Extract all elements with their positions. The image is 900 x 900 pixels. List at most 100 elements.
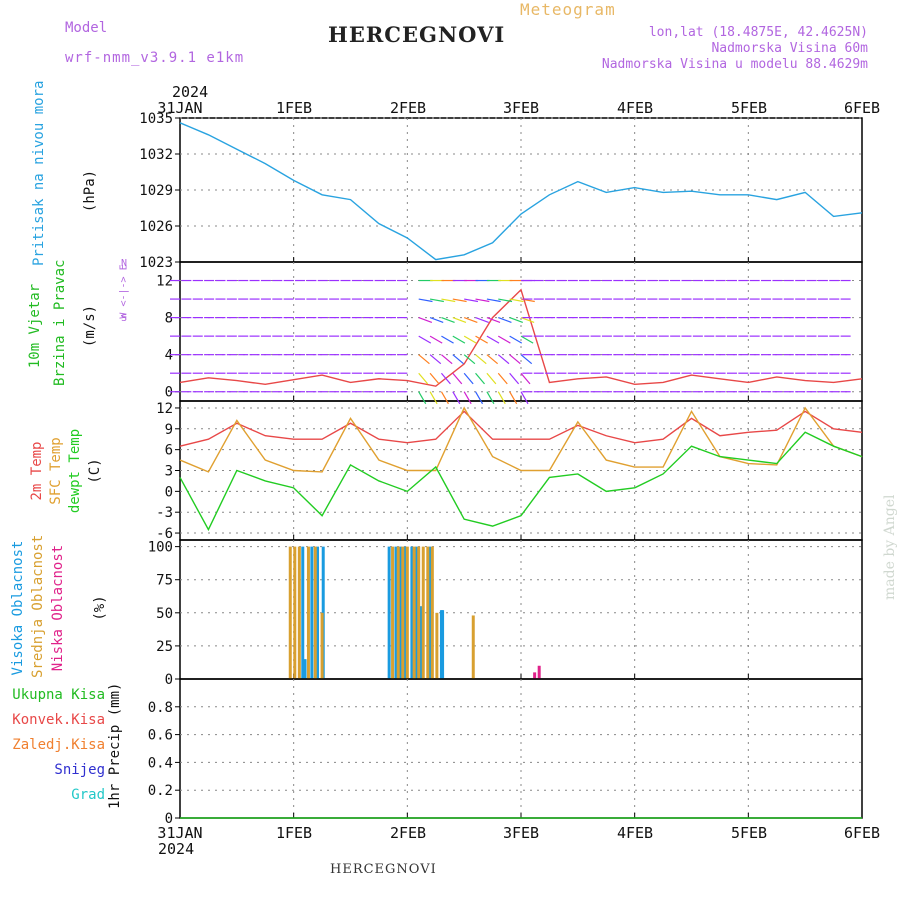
y-tick-label: 8 — [165, 311, 173, 327]
wind-arrow — [475, 354, 487, 365]
wind-arrow — [486, 354, 499, 365]
x-label-bottom: 31JAN — [157, 824, 203, 842]
niska-oblacnost-bar — [533, 672, 537, 679]
srednja-oblacnost-bar — [313, 546, 317, 679]
y-tick-label: 0.2 — [148, 783, 173, 799]
wind-arrow — [463, 317, 478, 323]
wind-compass-n: N — [120, 258, 128, 269]
y-tick-label: 1026 — [139, 219, 173, 235]
wind-arrow — [463, 391, 472, 405]
visoka-oblacnost-bar — [301, 546, 305, 679]
wind-arrow — [497, 391, 506, 405]
x-label-top: 2FEB — [389, 99, 427, 117]
y-tick-label: 12 — [156, 274, 173, 290]
wind-arrow — [498, 298, 513, 303]
wind-arrow — [509, 298, 524, 303]
wind-compass-s: S — [120, 313, 128, 324]
wind-arrow — [418, 391, 427, 405]
wind-arrow — [509, 391, 518, 405]
wind-arrow — [463, 372, 474, 385]
wind-arrow — [452, 391, 461, 405]
y-tick-label: 6 — [165, 443, 173, 459]
dewpt-temp-line — [179, 431, 863, 532]
wind-arrow — [486, 317, 501, 323]
legend-zaledj: Zaledj.Kisa — [12, 737, 105, 753]
y-tick-label: 0.4 — [148, 755, 173, 771]
x-label-bottom: 1FEB — [275, 824, 313, 842]
sfc-temp-line — [179, 406, 863, 473]
wind-arrow — [429, 298, 444, 303]
wind-arrow — [486, 372, 497, 385]
x-label-bottom: 2FEB — [389, 824, 427, 842]
y-tick-label: -6 — [156, 526, 173, 542]
y-tick-label: 4 — [165, 348, 173, 364]
cloud-frame — [179, 539, 863, 680]
x-label-bottom: 6FEB — [843, 824, 881, 842]
wind-arrow — [418, 335, 432, 344]
srednja-oblacnost-bar — [417, 546, 421, 679]
wind-arrow — [441, 354, 453, 365]
srednja-oblacnost-bar — [430, 546, 434, 679]
y-tick-label: 9 — [165, 422, 173, 438]
wind-arrow — [441, 298, 456, 303]
meteogram-label: Meteogram — [520, 0, 616, 19]
wind-arrow — [497, 335, 511, 344]
wind-arrow — [486, 298, 501, 303]
y-tick-label: 0.6 — [148, 728, 173, 744]
srednja-oblacnost-bar — [405, 546, 409, 679]
visoka-oblacnost-bar — [441, 610, 445, 679]
y-tick-label: 1035 — [139, 111, 173, 127]
wind-arrow — [509, 335, 523, 344]
visoka-oblacnost-bar — [387, 546, 391, 679]
y-tick-label: 0 — [165, 672, 173, 688]
visoka-oblacnost-bar — [419, 606, 423, 679]
srednja-oblacnost-bar — [306, 546, 310, 679]
y-tick-label: 25 — [156, 639, 173, 655]
srednja-oblacnost-bar — [412, 546, 416, 679]
srednja-oblacnost-bar — [396, 546, 400, 679]
y-tick-label: -3 — [156, 505, 173, 521]
srednja-oblacnost-bar — [288, 546, 292, 679]
wind-arrow — [418, 354, 430, 365]
wind-arrow — [418, 372, 429, 385]
wind-arrow — [463, 335, 477, 344]
niska-oblacnost-bar — [537, 665, 541, 679]
wind-arrow — [429, 335, 443, 344]
wind-arrow — [475, 372, 485, 385]
wind-arrow — [497, 372, 508, 385]
x-label-bottom: 5FEB — [730, 824, 768, 842]
year-top: 2024 — [172, 83, 209, 101]
wind-arrow — [520, 335, 534, 344]
wind-arrow — [429, 317, 444, 323]
wind-arrow — [520, 391, 529, 405]
wind-arrow — [452, 317, 467, 323]
y-tick-label: 0 — [165, 484, 173, 500]
visoka-oblacnost-bar — [394, 546, 398, 679]
wind-arrow — [520, 372, 531, 385]
wind-arrow — [418, 298, 433, 303]
wind-arrow — [440, 391, 449, 405]
watermark: made by Angel — [882, 494, 898, 601]
model-label: Model — [65, 20, 108, 36]
wind-arrow — [486, 391, 495, 405]
wind-arrow — [464, 298, 479, 303]
srednja-oblacnost-bar — [401, 546, 405, 679]
wind-arrow — [509, 372, 520, 385]
x-label-top: 6FEB — [843, 99, 881, 117]
wind-arrow — [452, 354, 464, 365]
wind-arrow — [475, 335, 488, 344]
x-label-bottom: 4FEB — [616, 824, 654, 842]
station-title: HERCEGNOVI — [328, 22, 506, 47]
x-label-top: 5FEB — [730, 99, 768, 117]
y-tick-label: 0 — [165, 811, 173, 827]
visoka-oblacnost-bar — [410, 546, 414, 679]
wind-arrow — [520, 354, 533, 365]
x-label-top: 1FEB — [275, 99, 313, 117]
wind-arrow — [429, 391, 438, 405]
srednja-oblacnost-bar — [320, 612, 324, 679]
y-tick-label: 75 — [156, 573, 173, 589]
wind-arrow — [429, 372, 440, 385]
srednja-oblacnost-bar — [293, 546, 297, 679]
